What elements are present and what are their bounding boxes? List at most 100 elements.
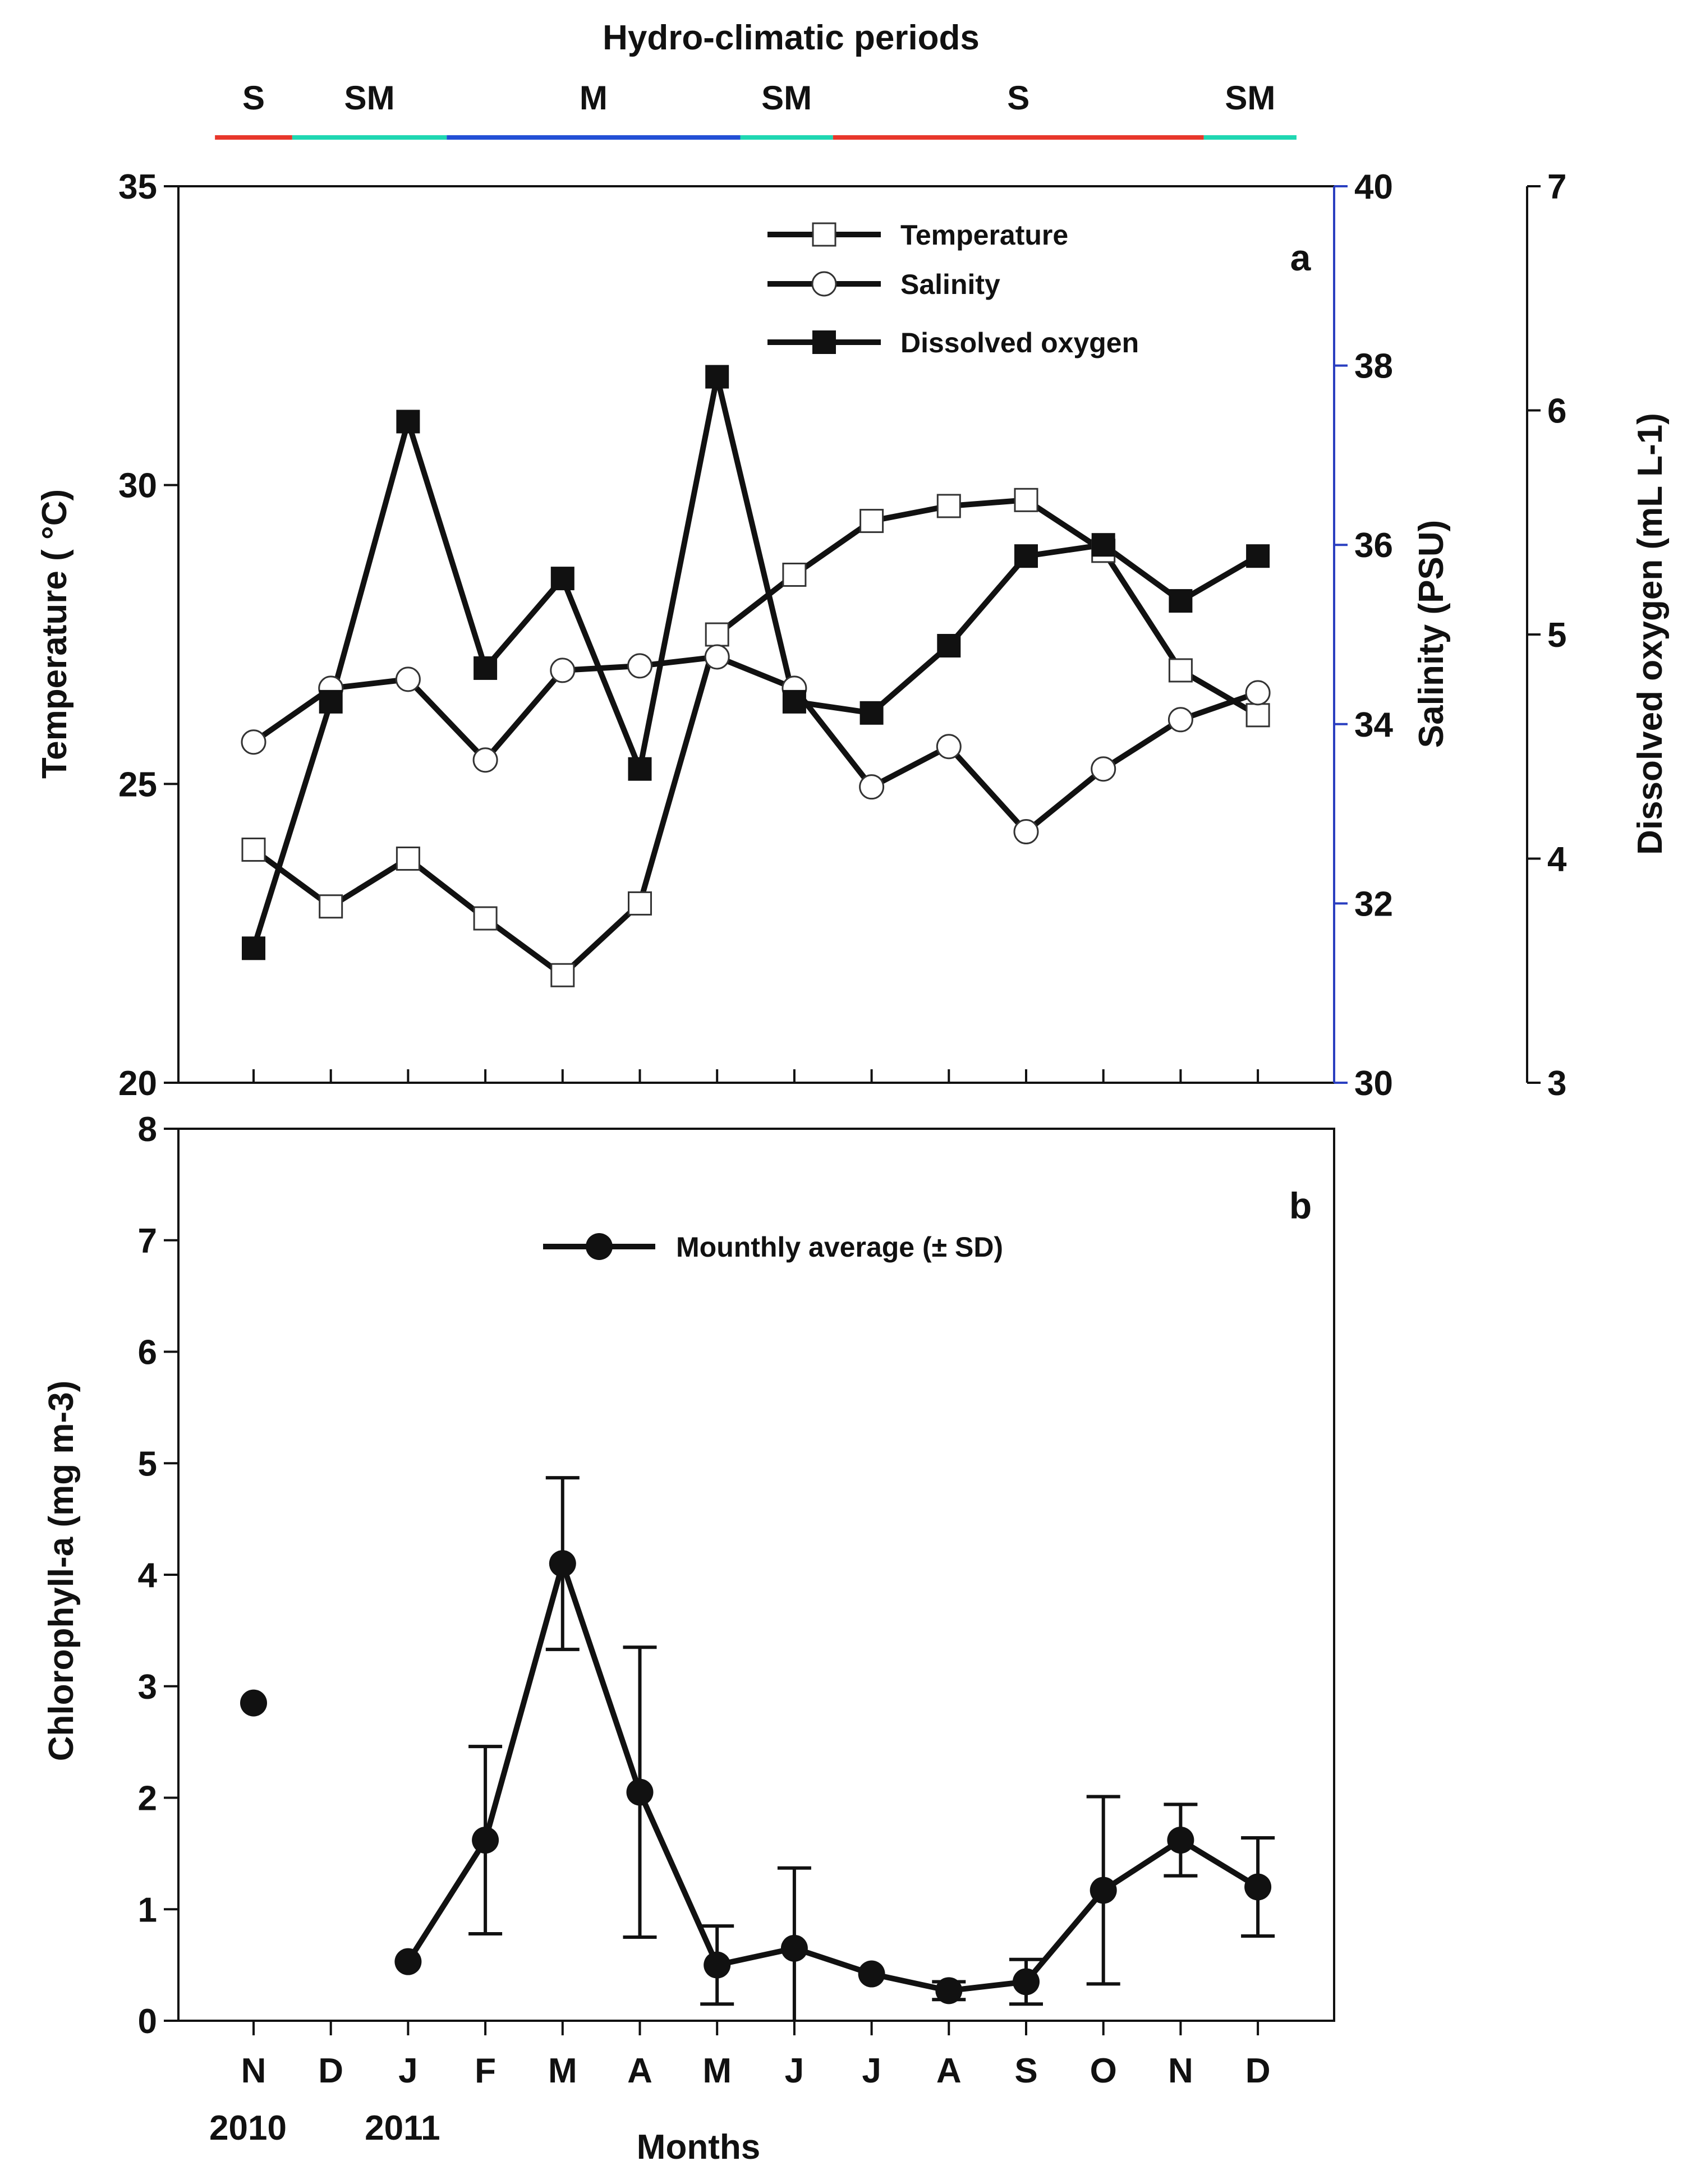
data-point-chlorophyll [935, 1977, 963, 2004]
x-tick-label: J [862, 2052, 881, 2090]
year-label: 2011 [365, 2109, 440, 2148]
tick-label-left-b: 7 [138, 1222, 157, 1261]
tick-label-left-b: 0 [138, 2002, 157, 2041]
x-tick-label: N [1168, 2052, 1193, 2090]
x-tick-label: D [318, 2052, 343, 2090]
data-point-dissolved-oxygen [396, 410, 420, 434]
tick-label-right-salinity: 32 [1354, 885, 1393, 923]
legend-label: Dissolved oxygen [900, 327, 1139, 358]
tick-label-right-oxygen: 3 [1547, 1064, 1566, 1103]
period-label-5: SM [1225, 79, 1275, 117]
data-point-chlorophyll [394, 1948, 422, 1975]
data-point-salinity [1091, 756, 1116, 782]
data-point-temperature [241, 838, 266, 862]
data-point-temperature [1168, 658, 1193, 683]
tick-label-left-b: 5 [138, 1445, 157, 1483]
data-point-chlorophyll [704, 1951, 731, 1979]
x-tick-label: A [627, 2052, 652, 2090]
tick-label-right-salinity: 36 [1354, 526, 1393, 565]
data-point-salinity [1167, 707, 1193, 733]
axis-title-temperature: Temperature ( °C) [35, 489, 74, 779]
series-line-salinity [252, 654, 1259, 835]
data-point-dissolved-oxygen [628, 757, 652, 781]
panel-letter-b: b [1289, 1185, 1312, 1226]
tick-label-left-b: 3 [138, 1668, 157, 1707]
legend-marker-dissolved-oxygen [812, 330, 836, 354]
data-point-salinity [1245, 680, 1271, 706]
data-point-dissolved-oxygen [242, 936, 265, 960]
series-line-chlorophyll [406, 1561, 1259, 1994]
data-point-temperature [319, 894, 343, 919]
legend-label: Temperature [900, 219, 1068, 251]
data-point-dissolved-oxygen [937, 633, 961, 658]
period-label-2: M [580, 79, 608, 117]
tick-label-left: 35 [118, 168, 157, 206]
x-tick-label: S [1014, 2052, 1037, 2090]
data-point-temperature [859, 509, 884, 534]
tick-label-right-oxygen: 7 [1547, 168, 1566, 206]
data-point-dissolved-oxygen [1091, 533, 1115, 557]
data-point-dissolved-oxygen [782, 689, 806, 714]
tick-label-left: 25 [118, 765, 157, 804]
legend-marker-salinity [811, 271, 837, 297]
x-tick-label: J [398, 2052, 417, 2090]
data-point-salinity [627, 653, 652, 679]
tick-label-right-salinity: 34 [1354, 706, 1393, 744]
hydro-climatic-periods-header: Hydro-climatic periods S SM M SM S SM [215, 19, 1297, 140]
tick-label-left-b: 2 [138, 1780, 157, 1818]
data-point-dissolved-oxygen [1246, 544, 1270, 568]
data-point-dissolved-oxygen [1169, 589, 1193, 613]
legend-marker-temperature [812, 222, 836, 247]
year-label: 2010 [209, 2109, 287, 2148]
data-point-dissolved-oxygen [705, 365, 729, 389]
legend-label: Mounthly average (± SD) [676, 1231, 1003, 1263]
period-bars: S SM M SM S SM [215, 79, 1297, 140]
data-point-chlorophyll [240, 1689, 267, 1717]
data-point-salinity [704, 644, 730, 670]
tick-label-right-oxygen: 6 [1547, 392, 1566, 431]
data-point-temperature [396, 847, 420, 871]
period-label-4: S [1007, 79, 1029, 117]
x-tick-label: M [548, 2052, 577, 2090]
tick-label-right-salinity: 30 [1354, 1064, 1393, 1103]
data-point-chlorophyll [1090, 1877, 1117, 1904]
x-tick-label: D [1245, 2052, 1271, 2090]
x-tick-label: N [241, 2052, 266, 2090]
series-line-temperature [252, 497, 1259, 978]
data-point-salinity [859, 774, 885, 800]
data-point-dissolved-oxygen [474, 656, 498, 680]
data-point-temperature [936, 494, 961, 518]
data-point-salinity [472, 747, 498, 773]
x-tick-label: O [1090, 2052, 1117, 2090]
data-point-temperature [1245, 703, 1270, 728]
data-point-chlorophyll [1167, 1827, 1194, 1854]
axis-title-salinity: Salinity (PSU) [1412, 520, 1451, 748]
tick-label-left: 20 [118, 1064, 157, 1103]
data-point-chlorophyll [1013, 1968, 1040, 1996]
x-tick-label: A [936, 2052, 962, 2090]
data-point-dissolved-oxygen [319, 689, 343, 714]
legend-b: Mounthly average (± SD) [543, 1231, 1003, 1263]
data-point-temperature [705, 622, 729, 647]
data-point-chlorophyll [626, 1778, 654, 1806]
legend-marker-monthly-average [586, 1233, 613, 1260]
data-point-chlorophyll [472, 1827, 499, 1854]
x-tick-label: F [475, 2052, 496, 2090]
data-point-temperature [1014, 488, 1038, 512]
data-point-temperature [628, 891, 652, 916]
axis-title-months: Months [637, 2128, 760, 2167]
x-tick-label: M [702, 2052, 732, 2090]
panel-b-chart: 0 1 2 3 4 5 6 7 8 N D J F M A M J J A S O N D 2010 2011 Months Chl… [42, 1110, 1335, 2167]
data-point-temperature [782, 562, 807, 587]
data-point-chlorophyll [549, 1550, 576, 1578]
header-title: Hydro-climatic periods [603, 19, 980, 57]
period-label-1: SM [344, 79, 395, 117]
x-tick-label: J [785, 2052, 804, 2090]
tick-label-right-salinity: 38 [1354, 347, 1393, 386]
data-point-salinity [936, 734, 962, 760]
tick-label-left-b: 8 [138, 1110, 157, 1149]
data-point-salinity [395, 666, 421, 692]
data-point-salinity [1013, 819, 1039, 845]
